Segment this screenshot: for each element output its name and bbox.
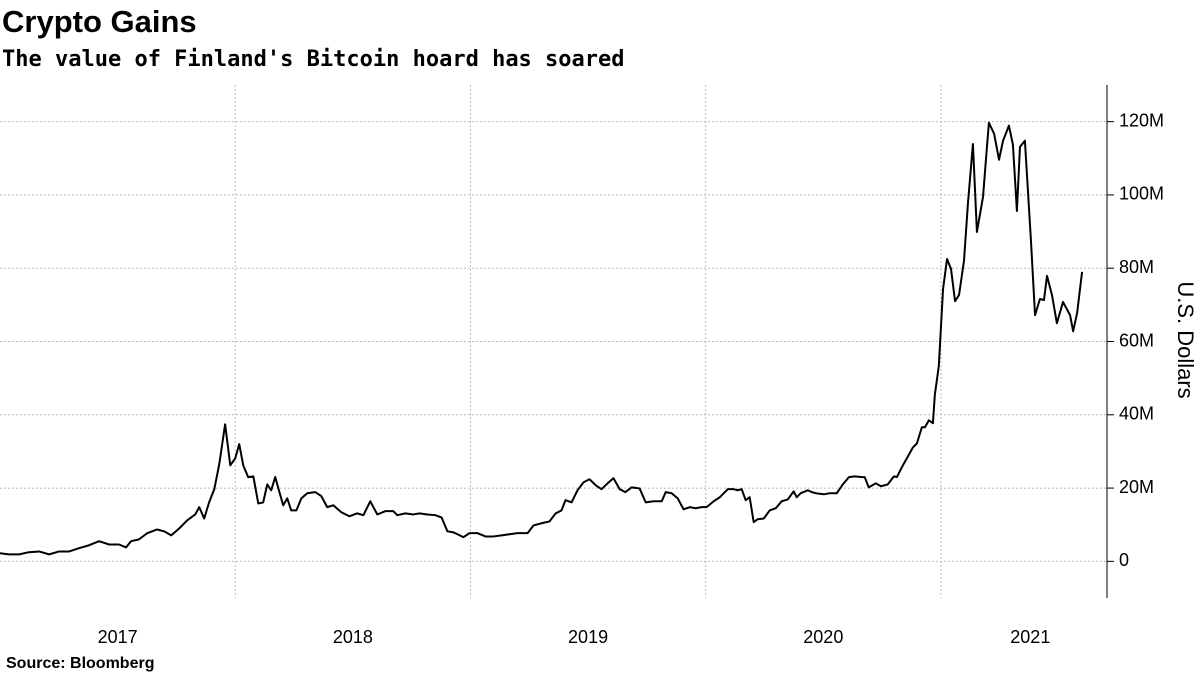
y-tick-label: 40M [1119, 404, 1154, 424]
y-tick-label: 80M [1119, 257, 1154, 277]
chart-title: Crypto Gains [2, 4, 197, 39]
y-tick-label: 100M [1119, 184, 1164, 204]
y-tick-label: 120M [1119, 110, 1164, 130]
y-tick-label: 0 [1119, 550, 1129, 570]
y-tick-label: 60M [1119, 330, 1154, 350]
line-series [0, 121, 1084, 556]
y-tick-label: 20M [1119, 477, 1154, 497]
y-axis-label: U.S. Dollars [1173, 281, 1198, 398]
source: Source: Bloomberg [6, 655, 154, 672]
x-tick-label: 2019 [568, 627, 608, 647]
x-tick-label: 2020 [803, 627, 843, 647]
x-tick-label: 2017 [98, 627, 138, 647]
x-tick-label: 2021 [1010, 627, 1050, 647]
x-tick-label: 2018 [333, 627, 373, 647]
chart-subtitle: The value of Finland's Bitcoin hoard has… [2, 47, 625, 72]
